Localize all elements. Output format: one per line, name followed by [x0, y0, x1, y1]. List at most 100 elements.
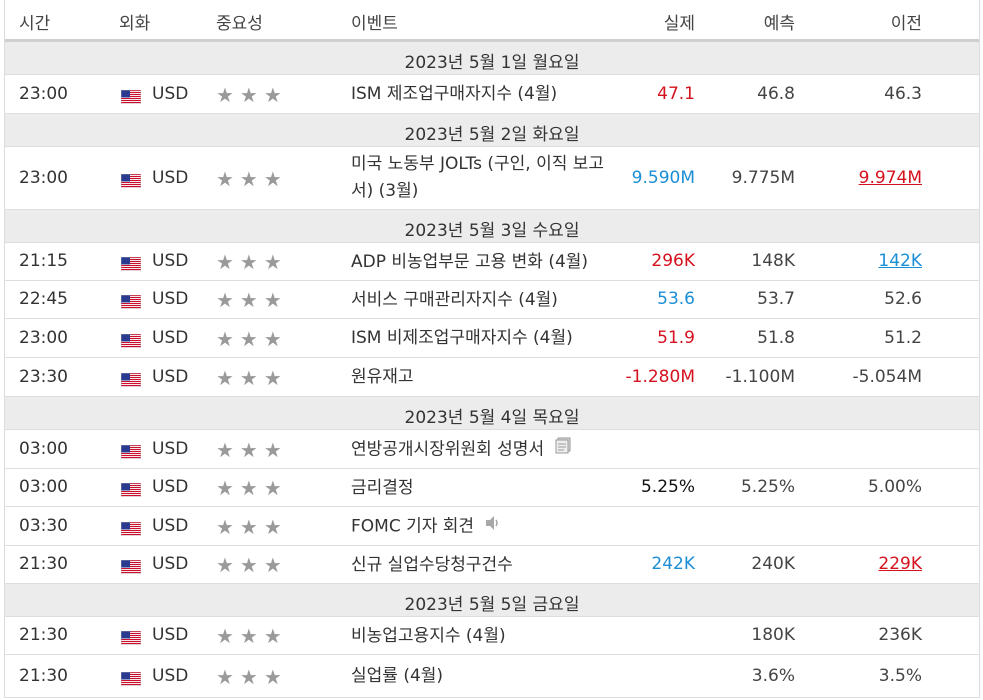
actual-value: 47.1 — [657, 84, 695, 104]
event-name-link[interactable]: ISM 비제조업구매자지수 (4월) — [351, 325, 613, 352]
forecast-value: 5.25% — [740, 477, 795, 497]
importance-stars: ★★★ — [216, 83, 288, 107]
event-row[interactable]: 23:00 USD ★★★ ISM 제조업구매자지수 (4월) 47.1 46.8 46.3 — [5, 75, 979, 114]
event-name: 신규 실업수당청구건수 — [351, 555, 513, 575]
importance-stars: ★★★ — [216, 327, 288, 351]
date-label: 2023년 5월 4일 목요일 — [404, 408, 580, 428]
event-row[interactable]: 23:00 USD ★★★ ISM 비제조업구매자지수 (4월) 51.9 51.8 51.… — [5, 319, 979, 358]
header-previous[interactable]: 이전 — [890, 14, 922, 34]
header-importance[interactable]: 중요성 — [216, 14, 263, 34]
previous-value: 3.5% — [878, 666, 922, 686]
us-flag-icon — [120, 89, 142, 105]
event-name: ISM 제조업구매자지수 (4월) — [351, 84, 558, 104]
actual-value: 51.9 — [657, 328, 695, 348]
event-name: 비농업고용지수 (4월) — [351, 626, 506, 646]
previous-value: 51.2 — [884, 328, 922, 348]
event-name: 금리결정 — [351, 478, 414, 498]
previous-value[interactable]: 142K — [878, 251, 922, 271]
date-header-row: 2023년 5월 1일 월요일 — [5, 42, 979, 75]
importance-stars: ★★★ — [216, 476, 288, 500]
previous-value: 236K — [878, 625, 922, 645]
header-actual[interactable]: 실제 — [663, 14, 695, 34]
currency-code: USD — [152, 477, 189, 497]
currency-code: USD — [152, 367, 189, 387]
actual-value: 296K — [651, 251, 695, 271]
event-row[interactable]: 23:30 USD ★★★ 원유재고 -1.280M -1.100M -5.054M — [5, 358, 979, 397]
currency-code: USD — [152, 516, 189, 536]
previous-value: 52.6 — [884, 289, 922, 309]
date-label: 2023년 5월 1일 월요일 — [404, 53, 580, 73]
event-row[interactable]: 03:00 USD ★★★ 금리결정 5.25% 5.25% 5.00% — [5, 469, 979, 507]
forecast-value: 46.8 — [757, 84, 795, 104]
event-row[interactable]: 21:30 USD ★★★ 신규 실업수당청구건수 242K 240K 229K — [5, 546, 979, 584]
actual-value: -1.280M — [625, 367, 695, 387]
us-flag-icon — [120, 256, 142, 272]
actual-value: 53.6 — [657, 289, 695, 309]
event-row[interactable]: 03:00 USD ★★★ 연방공개시장위원회 성명서 — [5, 430, 979, 469]
date-label: 2023년 5월 3일 수요일 — [404, 221, 580, 241]
event-name-link[interactable]: ADP 비농업부문 고용 변화 (4월) — [351, 249, 613, 276]
currency-code: USD — [152, 625, 189, 645]
event-name-link[interactable]: FOMC 기자 회견 — [351, 513, 613, 541]
us-flag-icon — [120, 559, 142, 575]
currency-code: USD — [152, 439, 189, 459]
event-name-link[interactable]: 신규 실업수당청구건수 — [351, 552, 613, 579]
event-name-link[interactable]: 비농업고용지수 (4월) — [351, 623, 613, 650]
us-flag-icon — [120, 482, 142, 498]
event-row[interactable]: 21:15 USD ★★★ ADP 비농업부문 고용 변화 (4월) 296K 148K 1… — [5, 243, 979, 281]
event-time: 03:30 — [19, 516, 68, 536]
event-name-link[interactable]: 금리결정 — [351, 475, 613, 502]
header-forecast[interactable]: 예측 — [763, 14, 795, 34]
event-time: 23:00 — [19, 168, 68, 188]
event-name-link[interactable]: ISM 제조업구매자지수 (4월) — [351, 81, 613, 108]
date-header-row: 2023년 5월 2일 화요일 — [5, 114, 979, 147]
event-row[interactable]: 23:00 USD ★★★ 미국 노동부 JOLTs (구인, 이직 보고서) (3월… — [5, 147, 979, 210]
previous-value: 5.00% — [867, 477, 922, 497]
previous-value[interactable]: 229K — [878, 554, 922, 574]
currency-code: USD — [152, 666, 189, 686]
actual-value: 9.590M — [631, 168, 695, 188]
event-row[interactable]: 21:30 USD ★★★ 실업률 (4월) 3.6% 3.5% — [5, 655, 979, 698]
event-time: 21:30 — [19, 554, 68, 574]
us-flag-icon — [120, 173, 142, 189]
speaker-icon[interactable] — [484, 513, 502, 540]
event-name-link[interactable]: 서비스 구매관리자지수 (4월) — [351, 287, 613, 314]
previous-value: -5.054M — [852, 367, 922, 387]
event-name: 미국 노동부 JOLTs (구인, 이직 보고서) (3월) — [351, 154, 605, 201]
event-time: 03:00 — [19, 439, 68, 459]
event-row[interactable]: 22:45 USD ★★★ 서비스 구매관리자지수 (4월) 53.6 53.7 52.6 — [5, 281, 979, 319]
importance-stars: ★★★ — [216, 553, 288, 577]
event-time: 23:00 — [19, 328, 68, 348]
event-name-link[interactable]: 원유재고 — [351, 364, 613, 391]
header-event[interactable]: 이벤트 — [351, 14, 398, 34]
event-name-link[interactable]: 실업률 (4월) — [351, 663, 613, 690]
us-flag-icon — [120, 630, 142, 646]
header-currency[interactable]: 외화 — [119, 14, 151, 34]
forecast-value: 53.7 — [757, 289, 795, 309]
event-time: 21:15 — [19, 251, 68, 271]
us-flag-icon — [120, 372, 142, 388]
event-name-link[interactable]: 미국 노동부 JOLTs (구인, 이직 보고서) (3월) — [351, 151, 613, 205]
previous-value[interactable]: 9.974M — [858, 168, 922, 188]
event-name: ADP 비농업부문 고용 변화 (4월) — [351, 252, 589, 272]
date-header-row: 2023년 5월 5일 금요일 — [5, 584, 979, 617]
currency-code: USD — [152, 289, 189, 309]
header-time[interactable]: 시간 — [19, 14, 51, 34]
forecast-value: 3.6% — [751, 666, 795, 686]
us-flag-icon — [120, 671, 142, 687]
forecast-value: -1.100M — [725, 367, 795, 387]
currency-code: USD — [152, 251, 189, 271]
importance-stars: ★★★ — [216, 438, 288, 462]
currency-code: USD — [152, 84, 189, 104]
event-name: 연방공개시장위원회 성명서 — [351, 439, 545, 460]
actual-value: 242K — [651, 554, 695, 574]
event-time: 21:30 — [19, 666, 68, 686]
importance-stars: ★★★ — [216, 665, 288, 689]
event-row[interactable]: 03:30 USD ★★★ FOMC 기자 회견 — [5, 507, 979, 546]
event-time: 03:00 — [19, 477, 68, 497]
document-icon[interactable] — [554, 436, 572, 463]
event-row[interactable]: 21:30 USD ★★★ 비농업고용지수 (4월) 180K 236K — [5, 617, 979, 655]
previous-value: 46.3 — [884, 84, 922, 104]
event-name-link[interactable]: 연방공개시장위원회 성명서 — [351, 436, 613, 464]
forecast-value: 240K — [751, 554, 795, 574]
